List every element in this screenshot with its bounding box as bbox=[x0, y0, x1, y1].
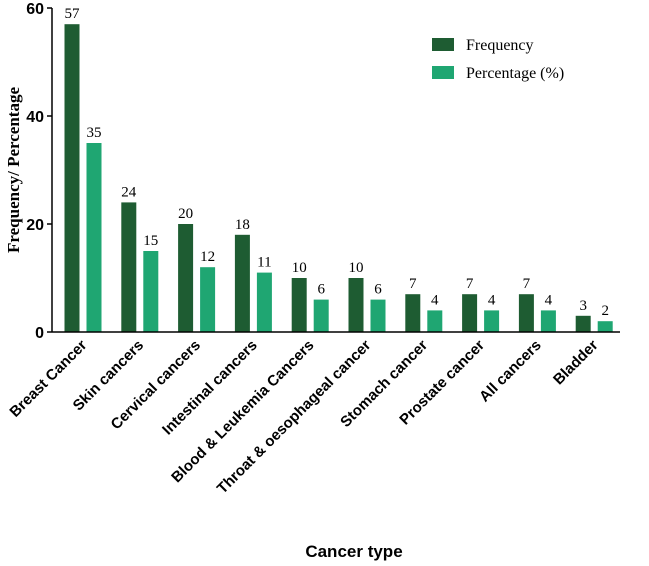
frequency-data-label: 20 bbox=[178, 206, 193, 222]
y-tick-label: 60 bbox=[26, 1, 44, 18]
frequency-data-label: 7 bbox=[409, 276, 417, 292]
percentage-data-label: 4 bbox=[488, 292, 496, 308]
frequency-data-label: 18 bbox=[235, 217, 250, 233]
percentage-bar bbox=[540, 310, 556, 332]
frequency-data-label: 3 bbox=[579, 298, 587, 314]
percentage-bar bbox=[484, 310, 500, 332]
y-axis-ticks: 0 20 40 60 bbox=[26, 1, 52, 342]
percentage-data-label: 4 bbox=[431, 292, 439, 308]
y-tick-label: 0 bbox=[35, 325, 44, 342]
percentage-bar bbox=[313, 299, 329, 332]
frequency-data-label: 24 bbox=[121, 184, 137, 200]
frequency-data-label: 10 bbox=[349, 260, 364, 276]
legend-label: Frequency bbox=[466, 37, 534, 54]
frequency-bar bbox=[518, 294, 534, 332]
percentage-bar bbox=[427, 310, 443, 332]
percentage-data-label: 12 bbox=[200, 249, 215, 265]
frequency-bar bbox=[575, 315, 591, 332]
frequency-data-label: 7 bbox=[523, 276, 531, 292]
y-axis-title: Frequency/ Percentage bbox=[4, 87, 23, 253]
percentage-data-label: 11 bbox=[257, 255, 271, 271]
percentage-bar bbox=[86, 143, 102, 332]
percentage-data-label: 6 bbox=[317, 282, 325, 298]
category-label: Intestinal cancers bbox=[159, 337, 261, 439]
frequency-bar bbox=[291, 278, 307, 332]
frequency-bar bbox=[405, 294, 421, 332]
frequency-data-label: 7 bbox=[466, 276, 474, 292]
percentage-data-label: 4 bbox=[545, 292, 553, 308]
frequency-bar bbox=[234, 234, 250, 332]
percentage-bar bbox=[370, 299, 386, 332]
frequency-bar bbox=[178, 224, 194, 332]
percentage-bar bbox=[256, 272, 272, 332]
percentage-data-label: 2 bbox=[601, 303, 609, 319]
y-tick-label: 20 bbox=[26, 217, 44, 234]
frequency-bar bbox=[462, 294, 478, 332]
frequency-data-label: 10 bbox=[292, 260, 307, 276]
category-label: All cancers bbox=[476, 337, 545, 406]
legend: Frequency Percentage (%) bbox=[432, 37, 564, 82]
legend-label: Percentage (%) bbox=[466, 65, 564, 82]
legend-swatch bbox=[432, 66, 454, 79]
x-axis-title: Cancer type bbox=[305, 542, 402, 561]
frequency-bar bbox=[121, 202, 137, 332]
category-label: Bladder bbox=[550, 337, 602, 389]
percentage-bar bbox=[200, 267, 216, 332]
legend-swatch bbox=[432, 38, 454, 51]
frequency-bar bbox=[64, 24, 80, 332]
frequency-data-label: 57 bbox=[65, 6, 81, 22]
percentage-bar bbox=[597, 321, 613, 332]
percentage-bar bbox=[143, 251, 159, 332]
percentage-data-label: 6 bbox=[374, 282, 382, 298]
percentage-data-label: 35 bbox=[87, 125, 102, 141]
frequency-bar bbox=[348, 278, 364, 332]
axes bbox=[51, 8, 620, 333]
y-tick-label: 40 bbox=[26, 109, 44, 126]
percentage-data-label: 15 bbox=[143, 233, 158, 249]
